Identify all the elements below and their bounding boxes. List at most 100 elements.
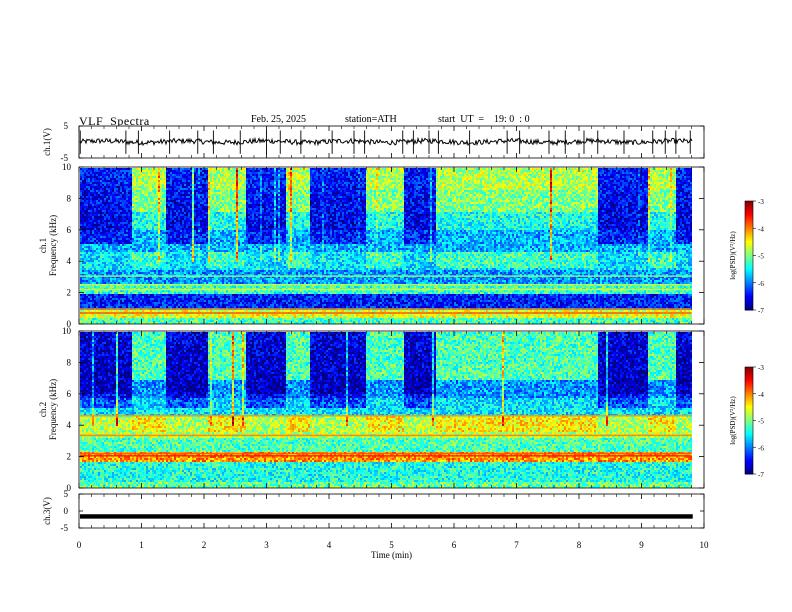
- colorbar-segment: [745, 297, 753, 300]
- colorbar-segment: [745, 379, 753, 382]
- colorbar-segment: [745, 215, 753, 218]
- frequency-tick-label: 10: [62, 162, 72, 172]
- colorbar-segment: [745, 456, 753, 459]
- colorbar-segment: [745, 295, 753, 298]
- colorbar-tick-label: -3: [758, 364, 764, 372]
- colorbar-segment: [745, 408, 753, 411]
- colorbar-segment: [745, 299, 753, 302]
- colorbar-segment: [745, 237, 753, 240]
- colorbar-segment: [745, 465, 753, 468]
- colorbar-segment: [745, 246, 753, 249]
- colorbar-segment: [745, 291, 753, 295]
- colorbar-segment: [745, 406, 753, 409]
- colorbar-segment: [745, 372, 753, 375]
- colorbar-segment: [745, 432, 753, 436]
- colorbar-segment: [745, 271, 753, 275]
- colorbar-tick-label: -5: [758, 418, 764, 426]
- colorbar-segment: [745, 240, 753, 244]
- colorbar-segment: [745, 436, 753, 439]
- colorbar-segment: [745, 447, 753, 450]
- colorbar-segment: [745, 260, 753, 264]
- colorbar-segment: [745, 308, 753, 311]
- colorbar-segment: [745, 404, 753, 407]
- frequency-tick-label: 6: [67, 389, 72, 399]
- colorbar-segment: [745, 377, 753, 380]
- frequency-axis-label: Frequency (kHz): [48, 379, 58, 440]
- colorbar-segment: [745, 201, 753, 204]
- colorbar-segment: [745, 230, 753, 233]
- x-tick-label: 9: [639, 540, 644, 550]
- colorbar-segment: [745, 424, 753, 427]
- x-axis-label: Time (min): [371, 550, 412, 560]
- colorbar-segment: [745, 468, 753, 471]
- colorbar-segment: [745, 304, 753, 307]
- colorbar-tick-label: -7: [758, 471, 764, 479]
- x-tick-label: 8: [577, 540, 582, 550]
- x-tick-label: 5: [389, 540, 394, 550]
- colorbar-segment: [745, 449, 753, 452]
- spectrogram-cells: [80, 332, 692, 488]
- colorbar-segment: [745, 280, 753, 284]
- colorbar-segment: [745, 277, 753, 280]
- colorbar-segment: [745, 416, 753, 420]
- colorbar-segment: [745, 264, 753, 267]
- start-time-label: start UT = 19: 0 : 0: [438, 114, 530, 125]
- colorbar-segment: [745, 452, 753, 455]
- colorbar-segment: [745, 286, 753, 289]
- colorbar-segment: [745, 400, 753, 404]
- colorbar-segment: [745, 402, 753, 405]
- colorbar-segment: [745, 268, 753, 271]
- colorbar-segment: [745, 441, 753, 445]
- emission-line: [80, 283, 692, 286]
- colorbar-segment: [745, 440, 753, 443]
- x-tick-label: 10: [700, 540, 710, 550]
- colorbar-segment: [745, 231, 753, 235]
- emission-line: [80, 434, 692, 437]
- colorbar-segment: [745, 386, 753, 389]
- colorbar-segment: [745, 457, 753, 461]
- colorbar-segment: [745, 233, 753, 237]
- colorbar-segment: [745, 244, 753, 247]
- waveform-frame: [78, 493, 705, 529]
- x-tick-label: 7: [514, 540, 519, 550]
- colorbar-segment: [745, 222, 753, 226]
- colorbar-segment: [745, 399, 753, 402]
- ch1-signal-trace: [79, 136, 693, 147]
- colorbar-segment: [745, 259, 753, 262]
- colorbar-tick-label: -3: [758, 198, 764, 206]
- colorbar-segment: [745, 206, 753, 209]
- colorbar-segment: [745, 220, 753, 224]
- frequency-tick-label: 0: [67, 319, 72, 329]
- colorbar-segment: [745, 253, 753, 256]
- colorbar-segment: [745, 395, 753, 398]
- emission-line: [80, 288, 692, 291]
- colorbar-segment: [745, 425, 753, 429]
- frequency-tick-label: 10: [62, 326, 72, 336]
- colorbar-segment: [745, 211, 753, 215]
- colorbar-segment: [745, 472, 753, 475]
- colorbar-segment: [745, 293, 753, 296]
- colorbar-segment: [745, 463, 753, 466]
- y-axis-label: ch.3(V): [42, 497, 52, 525]
- colorbar-segment: [745, 284, 753, 287]
- colorbar-segment: [745, 431, 753, 434]
- colorbar-segment: [745, 300, 753, 304]
- colorbar-tick-label: -4: [758, 225, 764, 233]
- colorbar-segment: [745, 393, 753, 397]
- colorbar-segment: [745, 368, 753, 372]
- x-tick-label: 3: [264, 540, 269, 550]
- y-tick-label: 5: [64, 121, 69, 131]
- colorbar-segment: [745, 290, 753, 293]
- x-tick-label: 0: [77, 540, 82, 550]
- emission-line: [80, 308, 692, 310]
- y-tick-label: 0: [64, 506, 69, 516]
- colorbar-tick-label: -5: [758, 253, 764, 261]
- colorbar-segment: [745, 374, 753, 377]
- y-tick-label: -5: [61, 523, 69, 533]
- colorbar-segment: [745, 202, 753, 206]
- colorbar-segment: [745, 459, 753, 463]
- frequency-tick-label: 6: [67, 225, 72, 235]
- colorbar-segment: [745, 270, 753, 273]
- colorbar-segment: [745, 248, 753, 251]
- colorbar-tick-label: -6: [758, 280, 764, 288]
